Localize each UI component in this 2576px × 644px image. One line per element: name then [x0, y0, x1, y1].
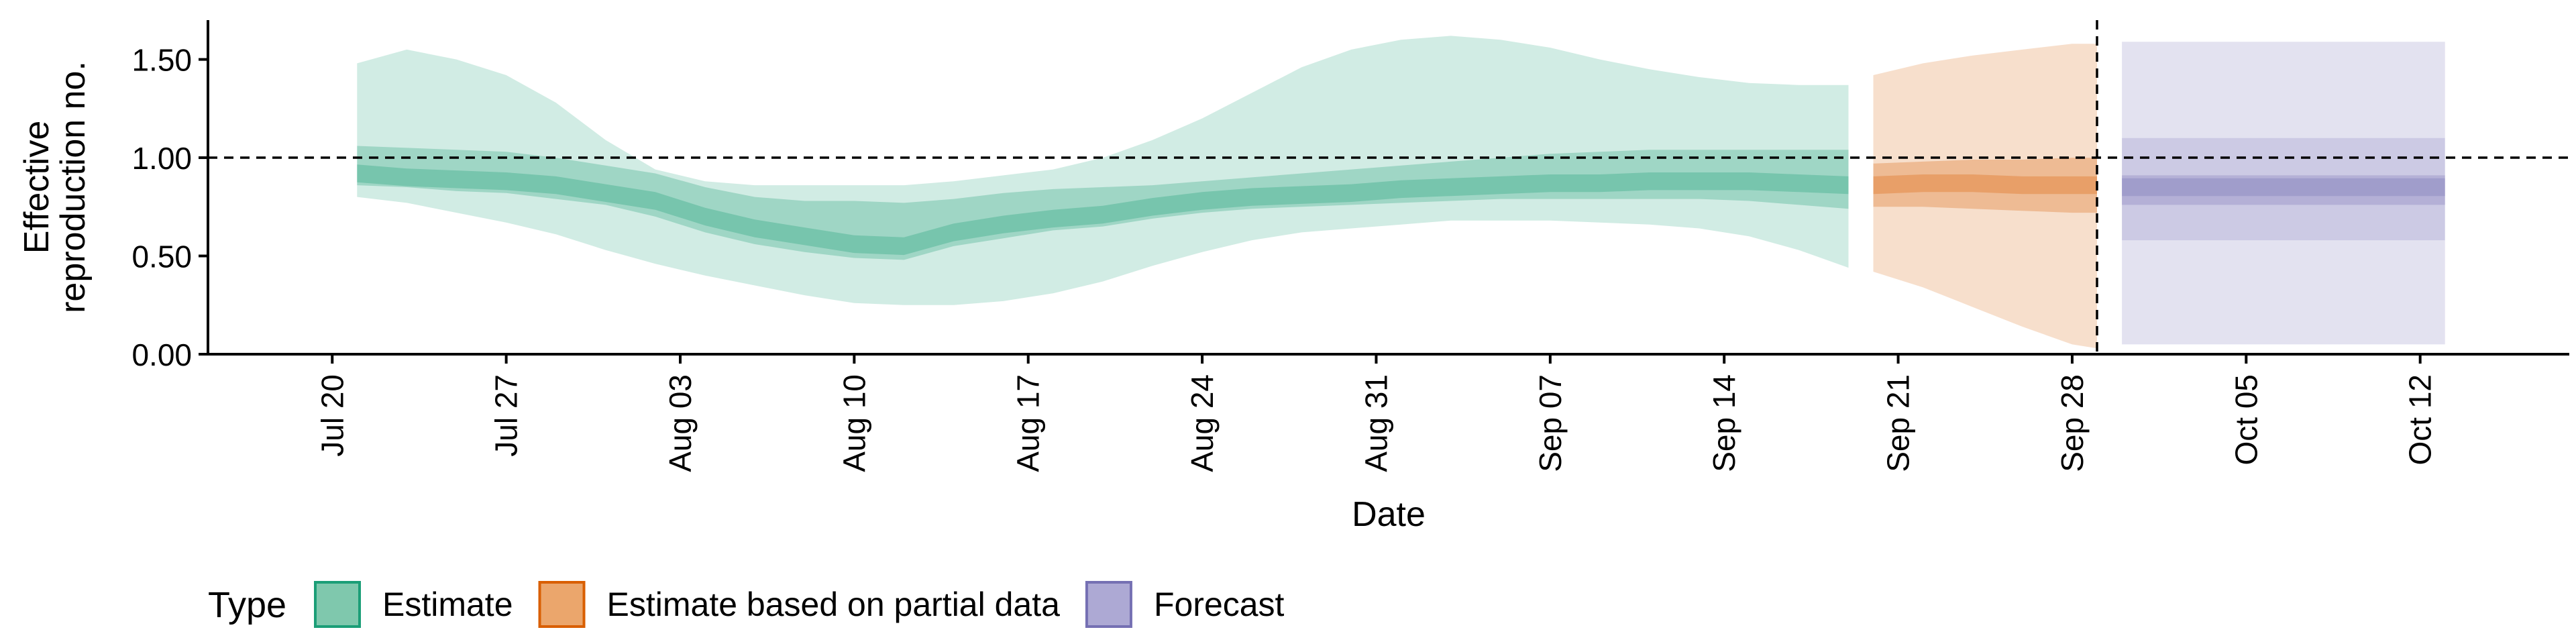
x-tick-label: Sep 07: [1533, 374, 1568, 472]
y-tick-label: 1.50: [131, 43, 192, 78]
legend-label-estimate: Estimate: [382, 586, 513, 623]
estimate-50-band: [357, 146, 1849, 260]
estimate-median-band: [357, 164, 1849, 256]
estimate-90-band: [357, 36, 1849, 305]
legend-title: Type: [208, 585, 286, 625]
x-tick-label: Sep 14: [1707, 374, 1741, 472]
x-tick-label: Oct 12: [2403, 374, 2438, 466]
y-tick-label: 0.50: [131, 239, 192, 274]
legend-swatch-estimate-based-on-partial-data: [538, 581, 586, 628]
forecast-median-band: [2122, 178, 2445, 197]
x-tick-label: Sep 21: [1881, 374, 1916, 472]
y-axis-title-line-2: reproduction no.: [54, 61, 93, 313]
estimate-based-on-partial-data-median-band: [1873, 174, 2097, 195]
x-tick-label: Aug 10: [837, 374, 871, 472]
forecast-50-band: [2122, 175, 2445, 205]
y-tick-label: 0.00: [131, 337, 192, 372]
x-tick-label: Aug 17: [1011, 374, 1046, 472]
forecast-outer-band: [2122, 42, 2445, 345]
x-tick-label: Aug 03: [663, 374, 698, 472]
axes: [207, 20, 2569, 356]
forecast-90-band: [2122, 138, 2445, 241]
x-tick-label: Jul 27: [489, 374, 524, 457]
legend-label-forecast: Forecast: [1154, 586, 1285, 623]
estimate-based-on-partial-data-90-band: [1873, 44, 2097, 349]
legend-swatch-forecast: [1085, 581, 1132, 628]
x-tick-label: Aug 24: [1185, 374, 1220, 472]
series-bands: [357, 36, 2445, 349]
y-tick-label: 1.00: [131, 141, 192, 176]
x-tick-label: Sep 28: [2055, 374, 2090, 472]
estimate-based-on-partial-data-50-band: [1873, 158, 2097, 213]
x-axis-ticks: Jul 20 Jul 27 Aug 03 Aug 10 Aug 17 Aug 24 Aug …: [315, 354, 2438, 472]
x-tick-label: Jul 20: [315, 374, 350, 457]
y-axis-title-line-1: Effective: [17, 121, 56, 254]
legend-label-estimate-based-on-partial-data: Estimate based on partial data: [607, 586, 1061, 623]
legend: Type Estimate Estimate based on partial d…: [208, 581, 1285, 628]
x-tick-label: Aug 31: [1358, 374, 1393, 472]
x-axis-title: Date: [1352, 495, 1426, 534]
x-tick-label: Oct 05: [2229, 374, 2263, 466]
y-axis-ticks: 0.00 0.50 1.00 1.50: [131, 43, 208, 372]
legend-swatch-estimate: [314, 581, 361, 628]
